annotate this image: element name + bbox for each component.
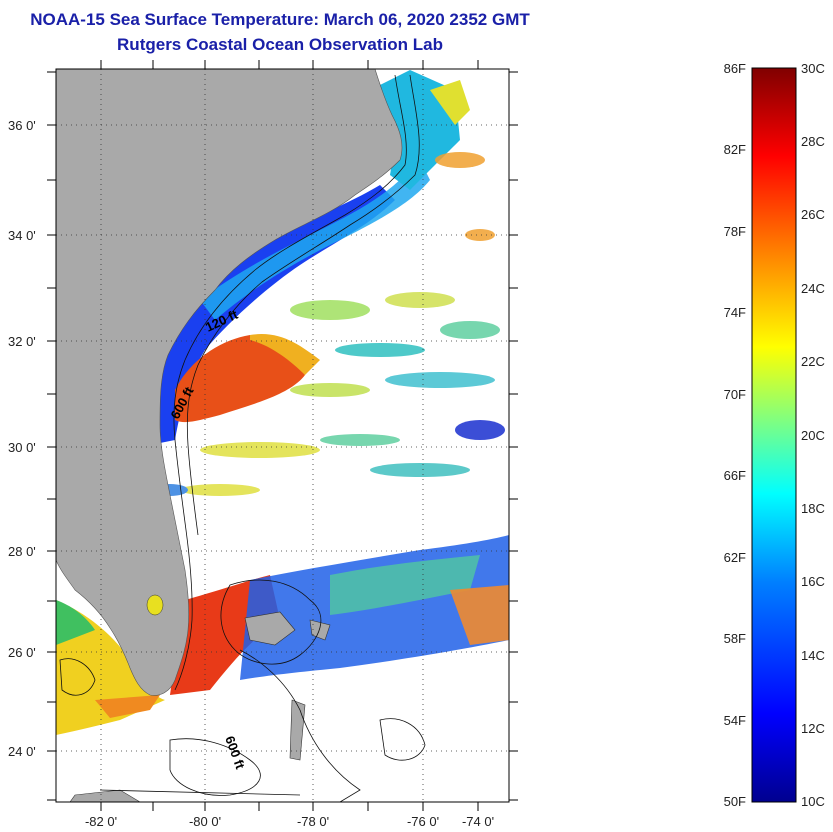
colorbar-c-label: 22C xyxy=(801,354,825,369)
lat-label: 32 0' xyxy=(8,334,36,349)
southern-band-orange xyxy=(450,585,509,645)
colorbar-f-label: 50F xyxy=(723,794,746,809)
colorbar-c-label: 14C xyxy=(801,648,825,663)
colorbar-c-label: 30C xyxy=(801,61,825,76)
colorbar-c-label: 28C xyxy=(801,134,825,149)
colorbar-f-label: 78F xyxy=(723,224,746,239)
lat-label: 28 0' xyxy=(8,544,36,559)
map-frame xyxy=(55,68,510,803)
colorbar-f-label: 86F xyxy=(723,61,746,76)
land-southeast-us xyxy=(56,69,403,696)
lat-label: 26 0' xyxy=(8,645,36,660)
map-subtitle: Rutgers Coastal Ocean Observation Lab xyxy=(117,35,443,54)
lon-label: -82 0' xyxy=(85,814,117,829)
map-title: NOAA-15 Sea Surface Temperature: March 0… xyxy=(30,10,530,29)
colorbar-f-label: 58F xyxy=(723,631,746,646)
lon-label: -80 0' xyxy=(189,814,221,829)
colorbar-c-label: 26C xyxy=(801,207,825,222)
lat-label: 24 0' xyxy=(8,744,36,759)
colorbar-f-label: 70F xyxy=(723,387,746,402)
bahamas-islands xyxy=(69,611,331,802)
lat-label: 34 0' xyxy=(8,228,36,243)
northern-warm-patch xyxy=(430,80,470,125)
lon-label: -76 0' xyxy=(407,814,439,829)
lon-label: -74 0' xyxy=(462,814,494,829)
lat-label: 30 0' xyxy=(8,440,36,455)
lat-label: 36 0' xyxy=(8,118,36,133)
colorbar-c-label: 10C xyxy=(801,794,825,809)
lon-label: -78 0' xyxy=(297,814,329,829)
colorbar-c-label: 18C xyxy=(801,501,825,516)
fl-west-coast-green xyxy=(56,600,95,645)
gulf-stream-warm xyxy=(175,335,305,423)
colorbar-f-label: 54F xyxy=(723,713,746,728)
colorbar-c-label: 20C xyxy=(801,428,825,443)
lat-lon-grid xyxy=(56,69,509,802)
colorbar-c-label: 24C xyxy=(801,281,825,296)
fl-west-coast-orange xyxy=(95,695,160,718)
colorbar-f-label: 66F xyxy=(723,468,746,483)
coastal-cyan-band xyxy=(200,160,430,320)
colorbar-c-label: 16C xyxy=(801,574,825,589)
temperature-colorbar xyxy=(751,67,797,803)
colorbar-f-label: 82F xyxy=(723,142,746,157)
lake-okeechobee xyxy=(146,594,164,616)
offshore-patches xyxy=(152,152,505,496)
map-panel xyxy=(56,69,509,802)
axis-ticks xyxy=(47,60,518,811)
colorbar-f-label: 62F xyxy=(723,550,746,565)
gulf-stream-yellow xyxy=(250,334,320,375)
southern-band-mixed xyxy=(330,555,480,615)
colorbar-c-label: 12C xyxy=(801,721,825,736)
colorbar-f-label: 74F xyxy=(723,305,746,320)
bathymetry-contours xyxy=(59,74,426,802)
